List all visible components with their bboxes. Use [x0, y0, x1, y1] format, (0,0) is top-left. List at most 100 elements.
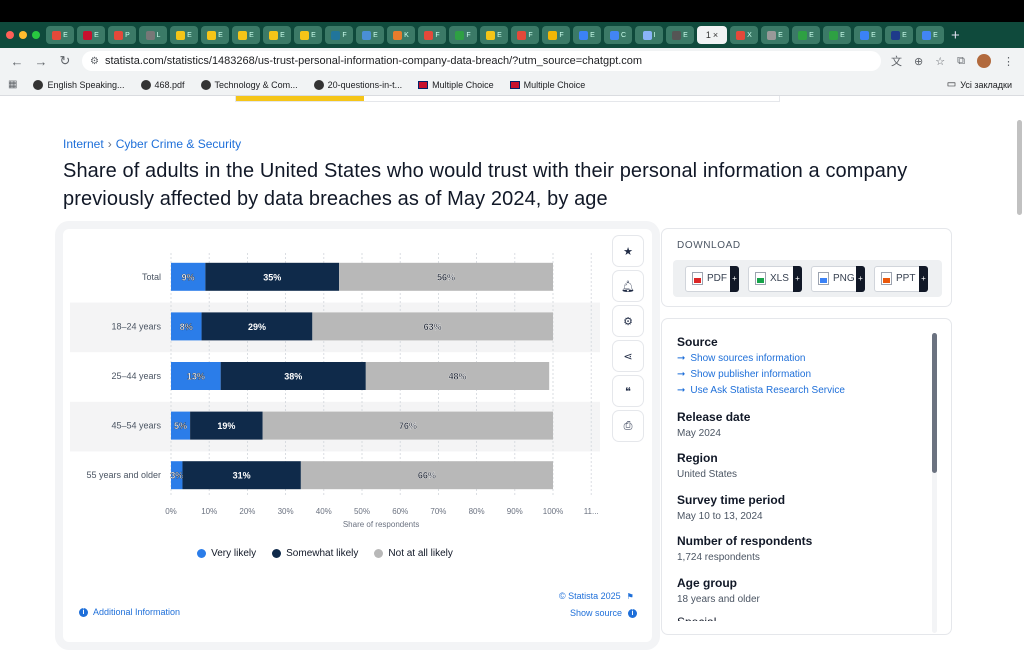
legend-swatch	[197, 549, 207, 558]
favorite-star-button[interactable]: ★	[613, 236, 643, 266]
bookmark-item[interactable]: Multiple Choice	[418, 80, 494, 90]
print-button[interactable]: ⎙	[613, 411, 643, 441]
category-label: 18–24 years	[111, 321, 161, 331]
statista-copyright[interactable]: © Statista 2025 ⚑	[559, 591, 634, 601]
bar-segment	[262, 411, 553, 440]
legend-item-not-at-all-likely[interactable]: Not at all likely	[374, 548, 453, 559]
browser-tab[interactable]: X	[730, 26, 758, 44]
browser-tab[interactable]: E	[854, 26, 882, 44]
browser-tab[interactable]: E	[46, 26, 74, 44]
extensions-icon[interactable]: ⧉	[957, 54, 965, 67]
site-info-icon[interactable]: ⚙	[90, 55, 99, 67]
legend-item-somewhat-likely[interactable]: Somewhat likely	[272, 548, 358, 559]
settings-button[interactable]: ⚙	[613, 306, 643, 336]
browser-tab[interactable]: E	[823, 26, 851, 44]
show-publisher-link[interactable]: ➞ Show publisher information	[677, 369, 811, 380]
notification-button[interactable]: 🔔︎	[613, 271, 643, 301]
tab-strip: E E P L E E E E E F E K F F E F F E C I E 1 × X E E E E E E +	[0, 22, 1024, 48]
maximize-window-button[interactable]	[32, 31, 40, 39]
browser-tab[interactable]: F	[325, 26, 353, 44]
details-scroll-thumb[interactable]	[932, 333, 937, 473]
new-tab-button[interactable]: +	[951, 26, 960, 44]
browser-menu-icon[interactable]: ⋮	[1003, 55, 1014, 68]
bar-segment	[171, 362, 221, 390]
bookmark-item[interactable]: Technology & Com...	[200, 79, 298, 90]
x-tick-label: 100%	[543, 507, 563, 516]
show-source-link[interactable]: Show source i	[570, 608, 638, 618]
browser-tab[interactable]: P	[108, 26, 136, 44]
details-scrollbar[interactable]	[932, 333, 937, 633]
tab-label: E	[683, 31, 688, 39]
translate-icon[interactable]: 文	[891, 56, 903, 68]
show-sources-link[interactable]: ➞ Show sources information	[677, 353, 805, 364]
bookmark-star-icon[interactable]: ☆	[935, 55, 946, 68]
data-label: 48%	[448, 372, 466, 382]
ask-statista-link[interactable]: ➞ Use Ask Statista Research Service	[677, 385, 845, 396]
profile-avatar[interactable]	[977, 54, 991, 68]
browser-tab[interactable]: F	[511, 26, 539, 44]
download-png-button[interactable]: PNG +	[811, 265, 865, 292]
browser-tab[interactable]: E	[761, 26, 789, 44]
browser-tab[interactable]: F	[449, 26, 477, 44]
respondents-heading: Number of respondents	[677, 534, 813, 548]
close-window-button[interactable]	[6, 31, 14, 39]
tab-label: E	[590, 31, 595, 39]
bookmark-item[interactable]: 468.pdf	[140, 79, 185, 90]
browser-toolbar: ← → ↻ ⚙ statista.com/statistics/1483268/…	[0, 48, 1024, 74]
x-tick-label: 90%	[507, 507, 523, 516]
browser-tab[interactable]: E	[263, 26, 291, 44]
browser-tab[interactable]: E	[792, 26, 820, 44]
browser-tab[interactable]: E	[916, 26, 944, 44]
browser-tab[interactable]: E	[356, 26, 384, 44]
browser-tab[interactable]: E	[232, 26, 260, 44]
close-tab-icon[interactable]: ×	[712, 30, 719, 40]
page-scrollbar[interactable]	[1017, 120, 1022, 215]
tab-active[interactable]: 1 ×	[697, 26, 727, 44]
os-menu-bar	[0, 0, 1024, 22]
legend-item-very-likely[interactable]: Very likely	[197, 548, 256, 559]
ad-banner[interactable]	[235, 96, 780, 102]
window-controls[interactable]	[6, 31, 40, 39]
share-button[interactable]: ⋖	[613, 341, 643, 371]
browser-tab[interactable]: E	[885, 26, 913, 44]
browser-tab[interactable]: E	[77, 26, 105, 44]
bookmark-item[interactable]: 20-questions-in-t...	[313, 79, 402, 90]
download-pdf-button[interactable]: PDF +	[685, 265, 739, 292]
address-bar[interactable]: ⚙ statista.com/statistics/1483268/us-tru…	[82, 51, 882, 71]
browser-tab[interactable]: E	[573, 26, 601, 44]
browser-tab[interactable]: E	[201, 26, 229, 44]
bookmark-item[interactable]: Multiple Choice	[509, 80, 585, 90]
all-bookmarks-folder[interactable]: ▭ Усі закладки	[947, 79, 1012, 90]
data-label: 66%	[418, 471, 436, 481]
tab-favicon-icon	[548, 30, 558, 40]
browser-tab[interactable]: E	[294, 26, 322, 44]
browser-tab[interactable]: E	[480, 26, 508, 44]
tab-label: E	[902, 31, 907, 39]
cite-button[interactable]: ❝	[613, 376, 643, 406]
zoom-icon[interactable]: ⊕	[914, 55, 924, 68]
bar-segment	[201, 312, 313, 341]
download-xls-button[interactable]: XLS +	[748, 265, 802, 292]
breadcrumb-cyber-crime[interactable]: Cyber Crime & Security	[115, 137, 242, 151]
browser-tab[interactable]: E	[170, 26, 198, 44]
minimize-window-button[interactable]	[19, 31, 27, 39]
browser-tab[interactable]: L	[139, 26, 167, 44]
browser-tab[interactable]: C	[604, 26, 632, 44]
bar-segment	[300, 461, 553, 490]
browser-tab[interactable]: K	[387, 26, 415, 44]
additional-information-link[interactable]: i Additional Information	[79, 607, 180, 617]
data-label: 13%	[187, 372, 205, 382]
download-buttons-row: PDF + XLS + PNG + PPT +	[673, 260, 942, 297]
back-arrow-icon[interactable]: ←	[10, 53, 24, 69]
browser-tab[interactable]: F	[418, 26, 446, 44]
apps-grid-icon[interactable]: ▦	[8, 79, 18, 90]
breadcrumb-internet[interactable]: Internet	[63, 137, 104, 151]
forward-arrow-icon[interactable]: →	[34, 53, 48, 69]
tab-label: E	[871, 31, 876, 39]
download-ppt-button[interactable]: PPT +	[874, 265, 928, 292]
reload-icon[interactable]: ↻	[59, 53, 71, 68]
bookmark-item[interactable]: English Speaking...	[33, 79, 125, 90]
browser-tab[interactable]: I	[635, 26, 663, 44]
browser-tab[interactable]: F	[542, 26, 570, 44]
browser-tab[interactable]: E	[666, 26, 694, 44]
